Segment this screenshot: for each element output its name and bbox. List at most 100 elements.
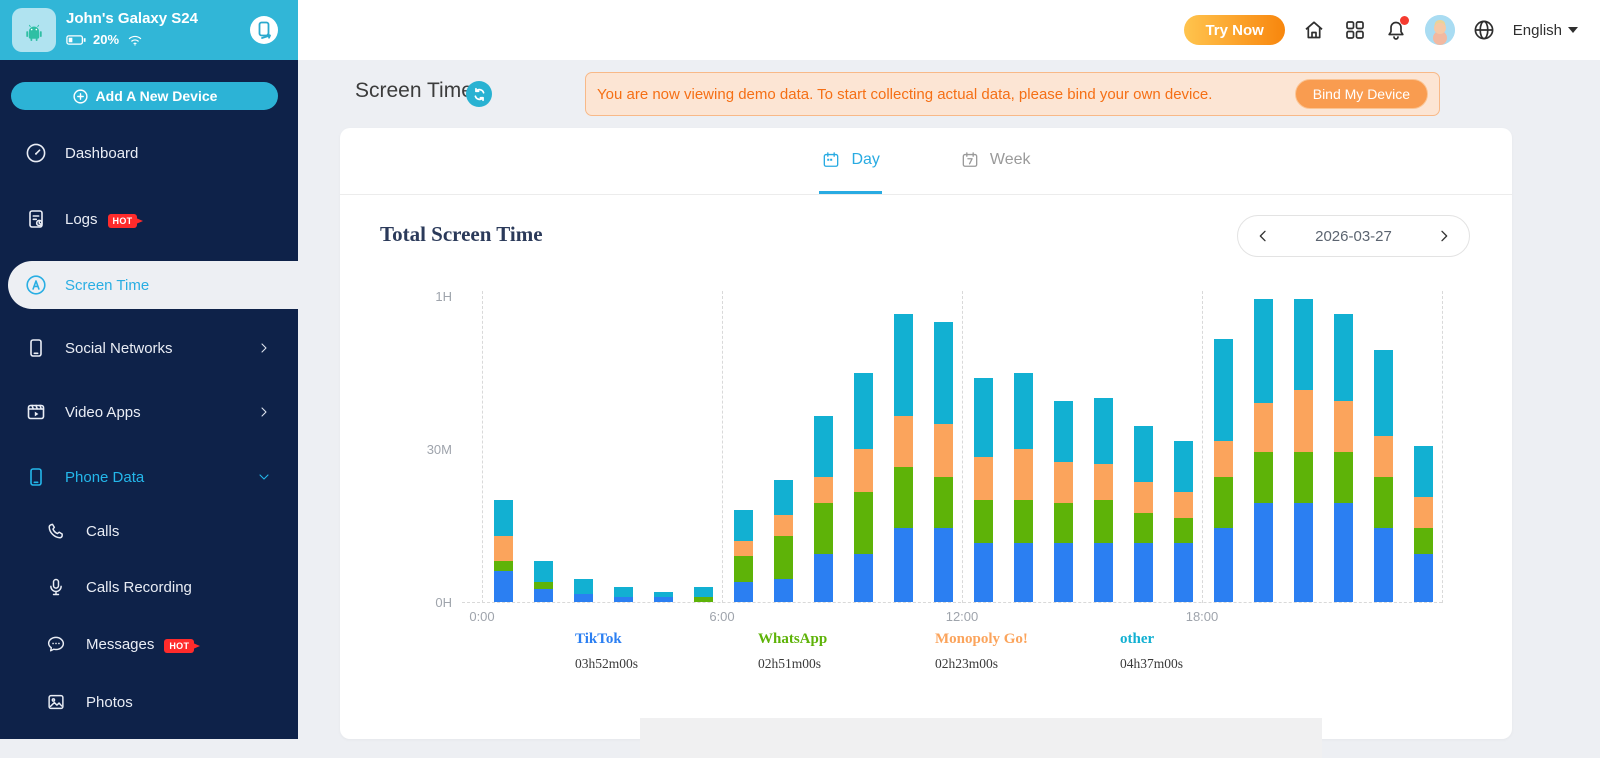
video-apps-icon: [24, 400, 48, 424]
bell-icon[interactable]: [1384, 16, 1409, 42]
bar-5-00[interactable]: [694, 586, 713, 602]
segment-whatsapp: [1294, 451, 1313, 503]
segment-whatsapp: [1094, 500, 1113, 544]
tab-day[interactable]: Day: [819, 128, 882, 194]
try-now-button[interactable]: Try Now: [1184, 15, 1285, 45]
bar-10-00[interactable]: [894, 313, 913, 602]
bar-3-00[interactable]: [614, 586, 633, 602]
legend-value: 03h52m00s: [575, 656, 639, 671]
globe-icon[interactable]: [1472, 18, 1496, 42]
sidebar-item-calls-recording[interactable]: Calls Recording: [0, 563, 298, 611]
bar-18-00[interactable]: [1214, 339, 1233, 602]
sidebar-item-logs[interactable]: Logs HOT: [0, 195, 298, 243]
bar-20-00[interactable]: [1294, 298, 1313, 602]
x-axis-label: 12:00: [945, 609, 979, 624]
segment-other: [1014, 372, 1033, 450]
calendar-day-icon: [821, 150, 841, 170]
bar-17-00[interactable]: [1174, 441, 1193, 602]
bar-4-00[interactable]: [654, 591, 673, 602]
x-axis-label: 18:00: [1185, 609, 1219, 624]
language-selector[interactable]: English: [1513, 22, 1578, 39]
segment-tiktok: [1414, 553, 1433, 602]
segment-monopoly-go: [854, 449, 873, 493]
add-device-button[interactable]: Add A New Device: [11, 82, 278, 110]
bar-11-00[interactable]: [934, 321, 953, 602]
segment-tiktok: [1254, 502, 1273, 602]
segment-monopoly-go: [814, 477, 833, 503]
bar-2-00[interactable]: [574, 579, 593, 602]
segment-other: [894, 313, 913, 416]
sidebar-item-label: Logs HOT: [65, 211, 144, 228]
device-meta: 20%: [66, 32, 144, 47]
sidebar-item-social-networks[interactable]: Social Networks: [0, 324, 298, 372]
bar-7-00[interactable]: [774, 479, 793, 602]
segment-tiktok: [494, 571, 513, 602]
avatar[interactable]: [1424, 15, 1455, 45]
segment-other: [1054, 400, 1073, 462]
x-axis-label: 6:00: [709, 609, 735, 624]
sidebar-menu: Dashboard Logs HOT Screen Time Social Networ…: [0, 0, 298, 739]
legend-name: TikTok: [575, 631, 622, 647]
legend-item-tiktok: TikTok 03h52m00s: [575, 631, 638, 672]
legend-value: 02h23m00s: [935, 656, 999, 671]
segment-other: [734, 510, 753, 541]
bar-22-00[interactable]: [1374, 349, 1393, 602]
segment-tiktok: [1094, 543, 1113, 602]
sidebar-item-video-apps[interactable]: Video Apps: [0, 388, 298, 436]
bar-8-00[interactable]: [814, 415, 833, 602]
bar-21-00[interactable]: [1334, 313, 1353, 602]
segment-monopoly-go: [1294, 390, 1313, 452]
next-date-icon[interactable]: [1436, 228, 1452, 244]
segment-whatsapp: [1014, 500, 1033, 544]
segment-tiktok: [1014, 543, 1033, 602]
prev-date-icon[interactable]: [1255, 228, 1271, 244]
bar-19-00[interactable]: [1254, 298, 1273, 602]
bar-0-00[interactable]: [494, 500, 513, 602]
bar-6-00[interactable]: [734, 510, 753, 602]
segment-monopoly-go: [1414, 497, 1433, 529]
segment-tiktok: [614, 596, 633, 602]
segment-monopoly-go: [1214, 441, 1233, 478]
tab-week[interactable]: Week: [958, 128, 1033, 194]
bar-23-00[interactable]: [1414, 446, 1433, 602]
sidebar-item-dashboard[interactable]: Dashboard: [0, 129, 298, 177]
hot-badge: HOT: [164, 638, 201, 653]
segment-whatsapp: [1374, 477, 1393, 529]
calls-icon: [45, 520, 67, 542]
bar-9-00[interactable]: [854, 372, 873, 602]
segment-whatsapp: [934, 477, 953, 529]
demo-data-banner: You are now viewing demo data. To start …: [585, 72, 1440, 116]
refresh-icon[interactable]: [466, 81, 492, 107]
switch-device-icon[interactable]: [248, 14, 280, 46]
social-networks-icon: [24, 336, 48, 360]
gridline: [482, 291, 483, 603]
segment-whatsapp: [694, 596, 713, 602]
chevron-right-icon: [256, 404, 272, 420]
bar-14-00[interactable]: [1054, 400, 1073, 602]
banner-text: You are now viewing demo data. To start …: [597, 85, 1213, 103]
bar-1-00[interactable]: [534, 561, 553, 602]
segment-tiktok: [574, 594, 593, 602]
apps-grid-icon[interactable]: [1343, 18, 1367, 42]
y-axis-label: 0H: [435, 595, 452, 610]
segment-tiktok: [854, 553, 873, 602]
sidebar-item-phone-data[interactable]: Phone Data: [0, 453, 298, 501]
y-axis-label: 30M: [426, 442, 452, 457]
home-icon[interactable]: [1302, 18, 1326, 42]
segment-monopoly-go: [1334, 400, 1353, 452]
sidebar-item-screen-time[interactable]: Screen Time: [8, 261, 298, 309]
bind-device-button[interactable]: Bind My Device: [1294, 79, 1428, 109]
bar-13-00[interactable]: [1014, 372, 1033, 602]
segment-other: [1134, 426, 1153, 483]
sidebar-item-messages[interactable]: Messages HOT: [0, 620, 298, 668]
segment-whatsapp: [774, 535, 793, 580]
sidebar-item-label: Social Networks: [65, 339, 173, 357]
sidebar-item-photos[interactable]: Photos: [0, 678, 298, 726]
segment-other: [1414, 446, 1433, 498]
bar-12-00[interactable]: [974, 377, 993, 602]
sidebar-item-calls[interactable]: Calls: [0, 507, 298, 555]
bar-16-00[interactable]: [1134, 426, 1153, 602]
photos-icon: [45, 691, 67, 713]
segment-whatsapp: [1134, 512, 1153, 544]
bar-15-00[interactable]: [1094, 398, 1113, 602]
